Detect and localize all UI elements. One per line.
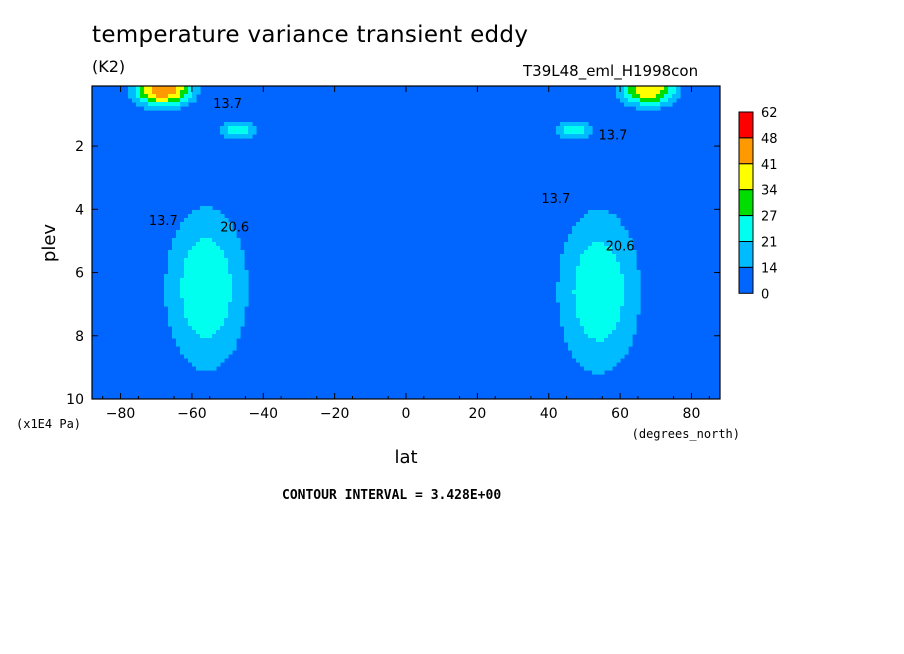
y-tick-label: 2 bbox=[75, 139, 84, 155]
chart-title: temperature variance transient eddy bbox=[92, 22, 529, 48]
colorbar-level: 34 bbox=[761, 184, 778, 199]
x-tick-label: 0 bbox=[402, 406, 411, 422]
run-id: T39L48_eml_H1998con bbox=[523, 62, 699, 80]
x-tick-label: −20 bbox=[320, 406, 350, 422]
x-tick-label: −40 bbox=[248, 406, 278, 422]
x-axis-label: lat bbox=[394, 447, 417, 468]
colorbar: 62 48 41 34 27 21 14 0 bbox=[738, 106, 778, 302]
y-tick-label: 8 bbox=[75, 329, 84, 345]
chart-units: (K2) bbox=[92, 57, 126, 76]
x-axis-units: (degrees_north) bbox=[632, 427, 740, 441]
y-axis-label: plev bbox=[39, 224, 60, 263]
contour-labels: 13.7 13.7 20.6 13.7 20.6 13.7 bbox=[149, 97, 635, 254]
colorbar-level: 0 bbox=[761, 287, 769, 302]
contour-label: 20.6 bbox=[220, 220, 249, 235]
colorbar-swatch bbox=[738, 241, 754, 268]
x-tick-label: −60 bbox=[177, 406, 207, 422]
colorbar-level: 62 bbox=[761, 106, 778, 121]
y-tick-label: 10 bbox=[66, 392, 84, 408]
colorbar-swatch bbox=[738, 137, 754, 165]
colorbar-level: 41 bbox=[761, 158, 778, 173]
x-tick-label: 40 bbox=[540, 406, 558, 422]
x-tick-label: 80 bbox=[683, 406, 701, 422]
colorbar-swatch bbox=[738, 189, 754, 217]
y-tick-label: 6 bbox=[75, 266, 84, 282]
x-tick-label: −80 bbox=[106, 406, 136, 422]
colorbar-swatch bbox=[738, 111, 754, 139]
contour-label: 20.6 bbox=[606, 239, 635, 254]
x-tick-label: 60 bbox=[611, 406, 629, 422]
contour-interval: CONTOUR INTERVAL = 3.428E+00 bbox=[282, 488, 502, 503]
colorbar-level: 48 bbox=[761, 132, 778, 147]
contour-label: 13.7 bbox=[213, 97, 242, 112]
colorbar-swatch bbox=[738, 215, 754, 243]
y-axis-units: (x1E4 Pa) bbox=[16, 417, 81, 431]
y-tick-label: 4 bbox=[75, 202, 84, 218]
colorbar-level: 21 bbox=[761, 236, 778, 251]
contour-label: 13.7 bbox=[598, 129, 627, 144]
colorbar-swatch bbox=[738, 163, 754, 191]
axes: −80 −60 −40 −20 0 20 40 60 80 2 4 6 8 10 lat (degrees_n… bbox=[16, 86, 740, 468]
colorbar-swatch bbox=[738, 266, 754, 294]
colorbar-level: 14 bbox=[761, 261, 778, 276]
contour-label: 13.7 bbox=[541, 192, 570, 207]
x-tick-label: 20 bbox=[468, 406, 486, 422]
colorbar-level: 27 bbox=[761, 210, 778, 225]
contour-field bbox=[92, 86, 720, 399]
contour-label: 13.7 bbox=[149, 214, 178, 229]
